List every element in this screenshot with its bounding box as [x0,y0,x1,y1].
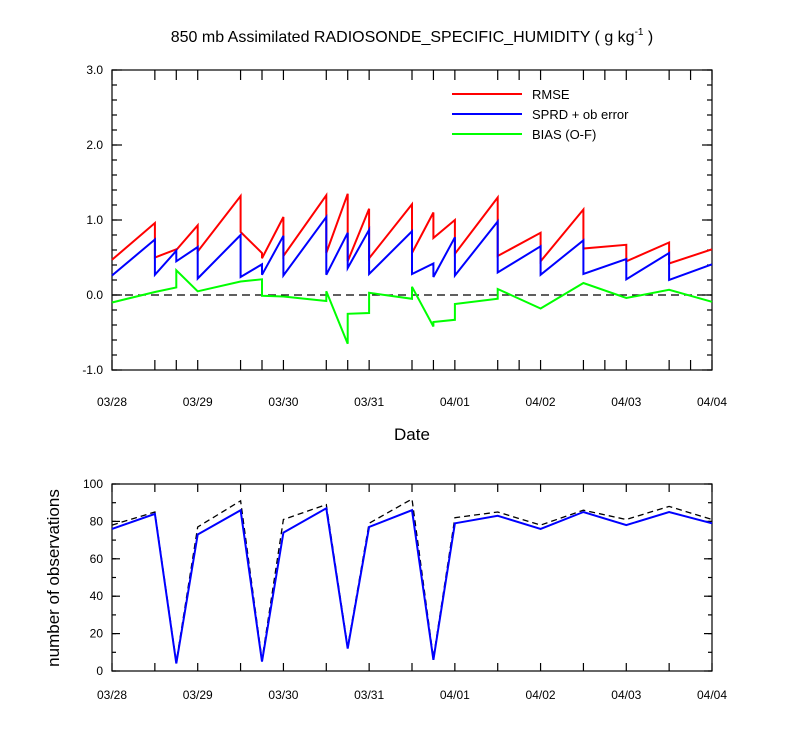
series-line-sprd-ob-error [111,213,713,282]
legend-label: BIAS (O-F) [532,127,596,142]
x-tick-label: 03/30 [268,688,298,702]
x-tick-label: 04/02 [526,395,556,409]
x-tick-label: 03/31 [354,395,384,409]
y-tick-label: 0 [96,664,103,678]
x-tick-label: 04/01 [440,395,470,409]
x-tick-label: 04/03 [611,688,641,702]
x-tick-label: 03/28 [97,395,127,409]
y-tick-label: 100 [83,477,103,491]
legend-label: RMSE [532,87,570,102]
x-tick-label: 04/02 [526,688,556,702]
y-tick-label: 2.0 [86,138,103,152]
series-line-assimilated [111,506,713,664]
x-tick-label: 03/29 [183,395,213,409]
y-tick-label: 20 [90,627,104,641]
x-tick-label: 03/29 [183,688,213,702]
top-panel: 03/28 03/29 03/30 03/31 04/01 04/02 04/03 04/04… [82,63,727,409]
chart-title-end: ) [643,29,653,46]
y-tick-label: 3.0 [86,63,103,77]
chart-title-superscript: -1 [635,27,644,38]
y-axis-title-observations: number of observations [44,489,63,667]
y-tick-label: 0.0 [86,288,103,302]
x-tick-label: 04/04 [697,688,727,702]
x-tick-label: 03/30 [268,395,298,409]
x-tick-label: 04/03 [611,395,641,409]
y-tick-label: 1.0 [86,213,103,227]
legend-label: SPRD + ob error [532,107,629,122]
x-tick-label: 03/28 [97,688,127,702]
chart-title: 850 mb Assimilated RADIOSONDE_SPECIFIC_H… [171,27,654,46]
series-line-possible [111,497,713,662]
series-line-bias-o-f [111,267,713,345]
legend: RMSE SPRD + ob error BIAS (O-F) [452,87,629,142]
y-tick-label: 60 [90,552,104,566]
bottom-panel: 03/28 03/29 03/30 03/31 04/01 04/02 04/03 04/04… [83,477,727,702]
y-tick-label: -1.0 [82,363,103,377]
x-axis-title: Date [394,425,430,444]
x-tick-label: 04/01 [440,688,470,702]
chart-title-main: 850 mb Assimilated RADIOSONDE_SPECIFIC_H… [171,29,635,46]
x-tick-label: 03/31 [354,688,384,702]
y-tick-label: 40 [90,589,104,603]
x-tick-label: 04/04 [697,395,727,409]
y-tick-label: 80 [90,514,104,528]
